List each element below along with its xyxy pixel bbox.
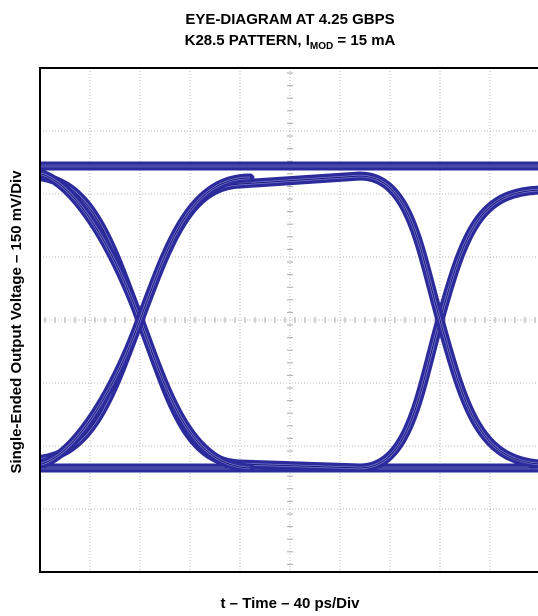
plot-frame: [39, 67, 538, 573]
title-text: K28.5 PATTERN, I: [185, 32, 310, 49]
title-text: = 15 mA: [333, 32, 395, 49]
x-axis-label: t – Time – 40 ps/Div: [221, 595, 361, 612]
eye-trace-highlight: [41, 175, 538, 470]
title-subscript: MOD: [310, 41, 333, 52]
grid: [40, 68, 538, 572]
eye-trace-core: [41, 176, 538, 469]
title-line-1: EYE-DIAGRAM AT 4.25 GBPS: [185, 11, 394, 28]
title-line-2: K28.5 PATTERN, IMOD = 15 mA: [185, 32, 396, 52]
traces: [41, 161, 538, 473]
eye-trace-core: [41, 177, 251, 465]
y-axis-label: Single-Ended Output Voltage – 150 mV/Div: [8, 170, 25, 474]
eye-trace: [41, 172, 538, 473]
